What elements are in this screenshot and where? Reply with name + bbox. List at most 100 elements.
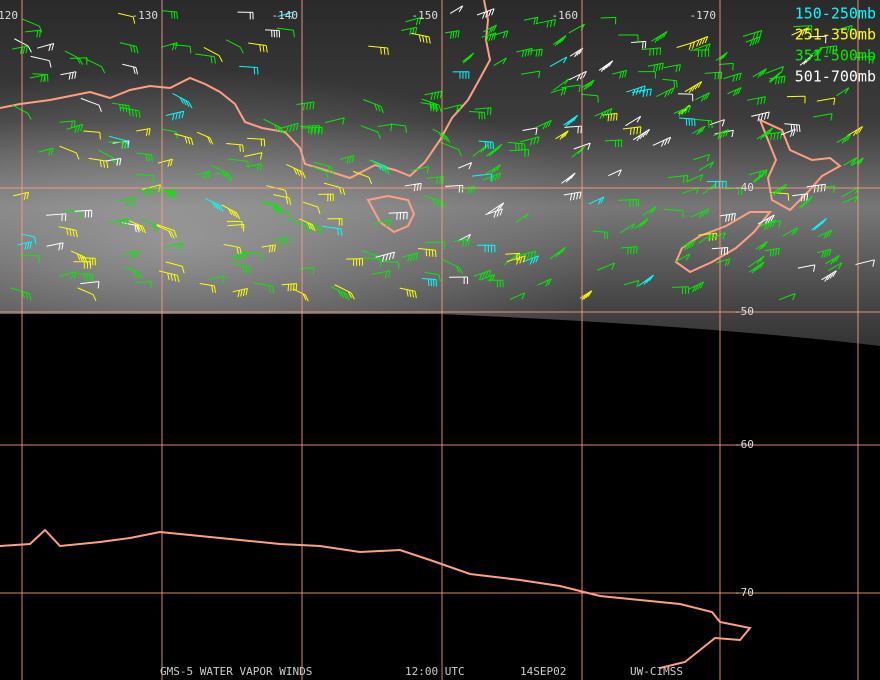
barb-flag — [791, 228, 796, 236]
wind-barb — [140, 218, 159, 232]
barb-flag — [535, 17, 539, 25]
barb-flag — [304, 224, 308, 232]
barb-flag — [643, 278, 649, 285]
barb-flag — [524, 49, 528, 57]
barb-flag — [99, 160, 102, 168]
barb-flag — [102, 160, 106, 168]
barb-flag — [343, 292, 347, 300]
barb-flag — [561, 35, 567, 42]
wind-barb — [476, 8, 495, 19]
latitude-label: -40 — [734, 181, 754, 194]
barb-flag — [681, 108, 686, 116]
wind-barb — [622, 126, 642, 135]
barb-shaft — [568, 70, 587, 81]
barb-flag — [189, 46, 192, 54]
barb-flag — [760, 113, 764, 121]
wind-barb — [109, 217, 129, 227]
wind-barb — [60, 71, 77, 80]
barb-flag — [805, 56, 811, 63]
barb-flag — [287, 284, 290, 292]
wind-barb — [694, 118, 713, 128]
barb-flag — [569, 193, 573, 201]
wind-barb — [221, 204, 241, 220]
barb-flag — [533, 251, 537, 259]
barb-flag — [499, 208, 503, 216]
wind-barb — [631, 88, 652, 98]
barb-flag — [173, 11, 176, 19]
wind-barb — [64, 50, 83, 65]
barb-flag — [667, 89, 672, 96]
wind-barb — [676, 41, 695, 50]
wind-barb — [681, 187, 699, 195]
barb-flag — [490, 33, 494, 41]
barb-flag — [139, 225, 144, 233]
barb-flag — [280, 238, 283, 246]
wind-barb — [121, 222, 140, 233]
barb-flag — [285, 237, 289, 245]
barb-flag — [585, 291, 591, 299]
wind-barb — [174, 133, 194, 146]
barb-flag — [579, 191, 582, 199]
wind-barb — [561, 84, 581, 93]
barb-shaft — [780, 128, 796, 136]
barb-flag — [646, 89, 649, 97]
barb-flag — [379, 259, 382, 267]
barb-flag — [644, 41, 647, 49]
wind-barb — [701, 183, 716, 195]
barb-shaft — [516, 47, 533, 53]
barb-flag — [464, 55, 471, 62]
wind-barb — [592, 230, 608, 240]
wind-barb — [346, 258, 364, 266]
wind-barb — [667, 174, 689, 183]
barb-shaft — [299, 124, 320, 127]
wind-barb — [325, 117, 345, 125]
barb-flag — [759, 255, 765, 262]
barb-flag — [24, 242, 27, 250]
wind-barb — [516, 47, 533, 58]
barb-shaft — [564, 125, 582, 128]
barb-flag — [774, 248, 778, 256]
barb-flag — [214, 202, 219, 210]
barb-flag — [630, 247, 632, 255]
wind-barb — [569, 47, 584, 58]
barb-flag — [27, 113, 32, 120]
barb-flag — [73, 271, 77, 279]
barb-shaft — [709, 232, 726, 240]
barb-flag — [205, 171, 209, 179]
barb-flag — [415, 252, 419, 260]
barb-flag — [597, 198, 602, 205]
barb-flag — [559, 133, 565, 140]
barb-shaft — [274, 206, 290, 214]
wind-barb — [618, 34, 639, 43]
barb-flag — [783, 76, 786, 84]
barb-flag — [660, 139, 665, 147]
wind-barb — [58, 226, 78, 238]
barb-flag — [756, 174, 762, 181]
wind-barb — [441, 258, 464, 275]
barb-flag — [721, 119, 725, 127]
wind-barb — [223, 243, 242, 255]
barb-shaft — [836, 134, 851, 143]
barb-flag — [327, 165, 331, 173]
barb-flag — [711, 120, 713, 128]
barb-flag — [274, 124, 279, 132]
barb-flag — [434, 250, 437, 258]
wind-barb — [641, 47, 662, 56]
barb-shaft — [522, 255, 539, 263]
barb-shaft — [718, 62, 734, 65]
barb-shaft — [698, 161, 714, 171]
barb-flag — [494, 145, 500, 153]
barb-flag — [832, 185, 836, 193]
barb-flag — [710, 183, 716, 190]
barb-flag — [699, 211, 703, 219]
wind-barb — [244, 152, 263, 160]
wind-barb — [292, 288, 309, 302]
barb-flag — [290, 283, 292, 292]
legend-entry: 150-250mb — [795, 5, 876, 23]
wind-barb — [568, 70, 587, 81]
barb-flag — [36, 30, 39, 38]
barb-shaft — [698, 232, 717, 236]
barb-flag — [168, 230, 173, 238]
barb-shaft — [769, 183, 787, 195]
barb-flag — [406, 289, 409, 297]
